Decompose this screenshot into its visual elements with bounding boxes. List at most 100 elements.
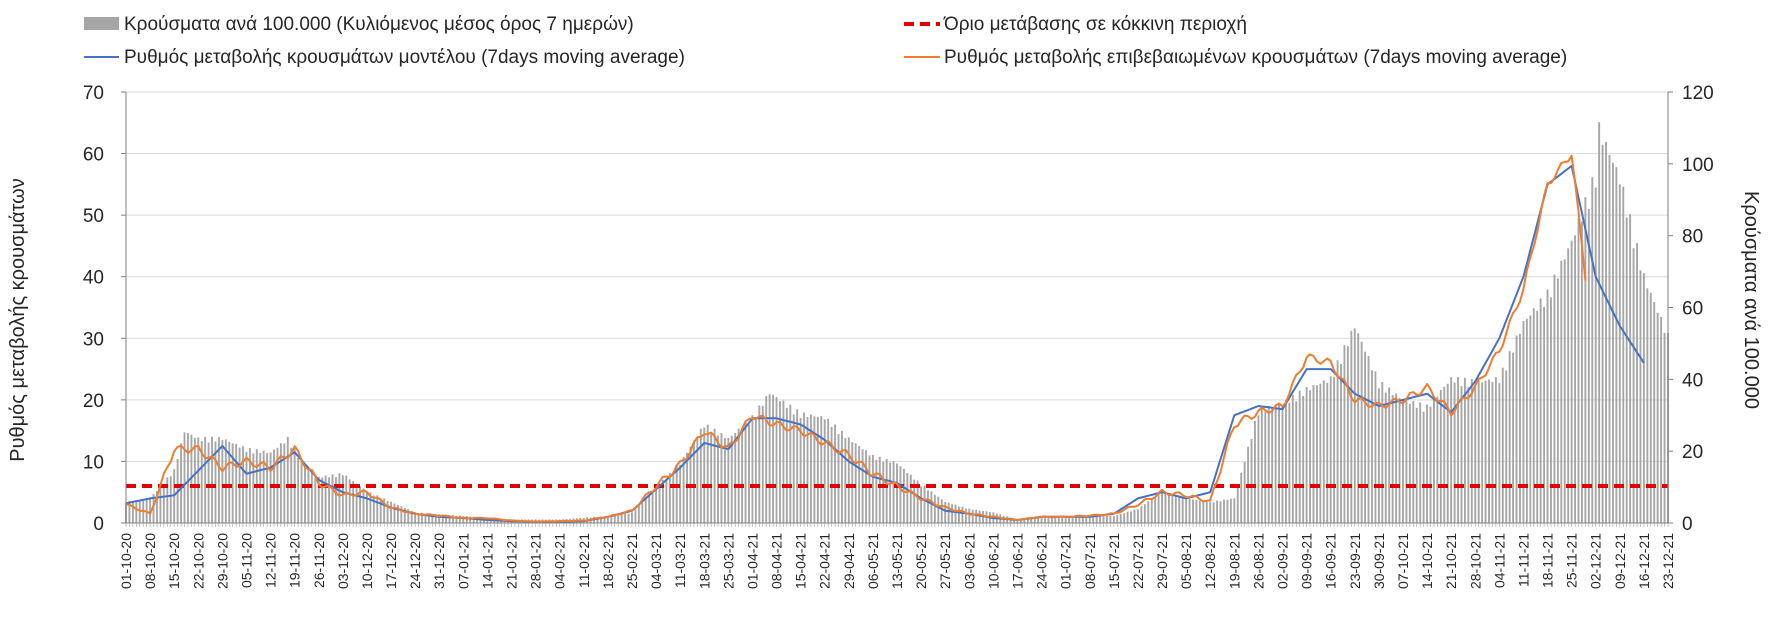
x-tick-label: 14-10-21: [1419, 533, 1435, 589]
bar: [906, 473, 909, 523]
bar: [1295, 401, 1298, 523]
axes: [121, 91, 1673, 527]
bar: [259, 453, 262, 523]
bar: [1267, 405, 1270, 523]
bar: [1236, 486, 1239, 523]
bar: [675, 465, 678, 523]
bar: [827, 418, 830, 523]
bar: [386, 500, 389, 523]
bar: [1078, 516, 1081, 523]
bar: [655, 487, 658, 523]
bar: [131, 501, 134, 523]
bar: [1446, 383, 1449, 523]
bar: [1536, 310, 1539, 523]
x-tick-label: 08-10-20: [142, 533, 158, 589]
x-tick-label: 25-02-21: [624, 533, 640, 589]
bar: [837, 433, 840, 523]
bar: [1336, 360, 1339, 523]
bar: [923, 486, 926, 523]
bar: [971, 509, 974, 523]
bar: [947, 502, 950, 523]
bar: [1033, 517, 1036, 523]
y-right-tick-label: 100: [1682, 155, 1714, 176]
x-tick-label: 03-06-21: [961, 533, 977, 589]
bar: [954, 504, 957, 523]
bar: [286, 436, 289, 523]
bar: [1106, 515, 1108, 523]
bar: [651, 491, 654, 523]
bar: [1412, 400, 1415, 523]
x-tick-label: 15-10-20: [166, 533, 182, 589]
bar: [1587, 208, 1590, 523]
x-tick-label: 07-10-21: [1395, 533, 1411, 589]
x-tick-label: 14-01-21: [479, 533, 495, 589]
legend-marker-bars: [84, 17, 119, 30]
x-tick-label: 11-11-21: [1515, 533, 1531, 587]
bar: [128, 500, 131, 523]
bar: [679, 464, 682, 523]
x-tick-label: 21-10-21: [1443, 533, 1459, 589]
bar: [321, 477, 324, 523]
x-tick-label: 01-04-21: [744, 533, 760, 589]
x-tick-label: 13-05-21: [889, 533, 905, 589]
x-tick-label: 29-07-21: [1154, 533, 1170, 589]
bar: [383, 498, 386, 523]
bar: [1229, 498, 1232, 523]
bar: [407, 509, 410, 523]
bar: [211, 436, 213, 523]
bar: [1343, 345, 1346, 523]
bar: [469, 516, 472, 523]
x-tick-label: 10-06-21: [985, 533, 1001, 589]
bar: [792, 414, 795, 523]
bar: [1278, 403, 1281, 523]
bar: [1071, 516, 1074, 523]
bar: [613, 515, 616, 523]
bar: [600, 516, 602, 523]
bar: [696, 436, 699, 523]
bar: [940, 499, 943, 523]
bar: [424, 513, 427, 523]
bar: [214, 441, 217, 523]
bar: [1047, 516, 1050, 523]
bar: [372, 495, 375, 523]
x-tick-label: 06-05-21: [865, 533, 881, 589]
bar: [231, 443, 234, 523]
bar: [1188, 499, 1191, 523]
bar: [180, 443, 183, 523]
y-left-tick-label: 70: [83, 83, 104, 104]
bar: [1198, 500, 1201, 523]
bar: [699, 428, 702, 523]
bar: [1209, 501, 1212, 523]
bar: [1525, 318, 1528, 523]
bar: [754, 417, 757, 523]
bar: [1081, 515, 1084, 523]
bar: [751, 415, 754, 523]
bar: [352, 481, 355, 523]
x-tick-label: 22-07-21: [1130, 533, 1146, 589]
bar: [1360, 341, 1363, 523]
bar: [1202, 500, 1205, 523]
bar: [1656, 312, 1659, 523]
x-tick-label: 01-07-21: [1058, 533, 1074, 589]
bar: [1099, 516, 1102, 523]
x-tick-label: 11-02-21: [576, 533, 592, 588]
x-tick-label: 27-05-21: [937, 533, 953, 589]
x-tick-label: 01-10-20: [118, 533, 134, 589]
bar: [462, 516, 465, 523]
bar: [1408, 403, 1411, 523]
bar: [1546, 289, 1549, 523]
line-series: [125, 154, 1645, 523]
bar: [823, 419, 826, 523]
bar: [1040, 516, 1043, 523]
x-tick-label: 04-11-21: [1491, 533, 1507, 588]
bar: [617, 514, 620, 523]
bar: [1498, 383, 1501, 523]
bar: [768, 394, 771, 523]
bar: [634, 509, 637, 523]
x-tick-label: 08-04-21: [769, 533, 785, 589]
bar: [1205, 502, 1208, 523]
bar: [224, 439, 227, 523]
bar: [661, 480, 664, 523]
bar: [1102, 515, 1105, 523]
bar: [741, 428, 744, 523]
